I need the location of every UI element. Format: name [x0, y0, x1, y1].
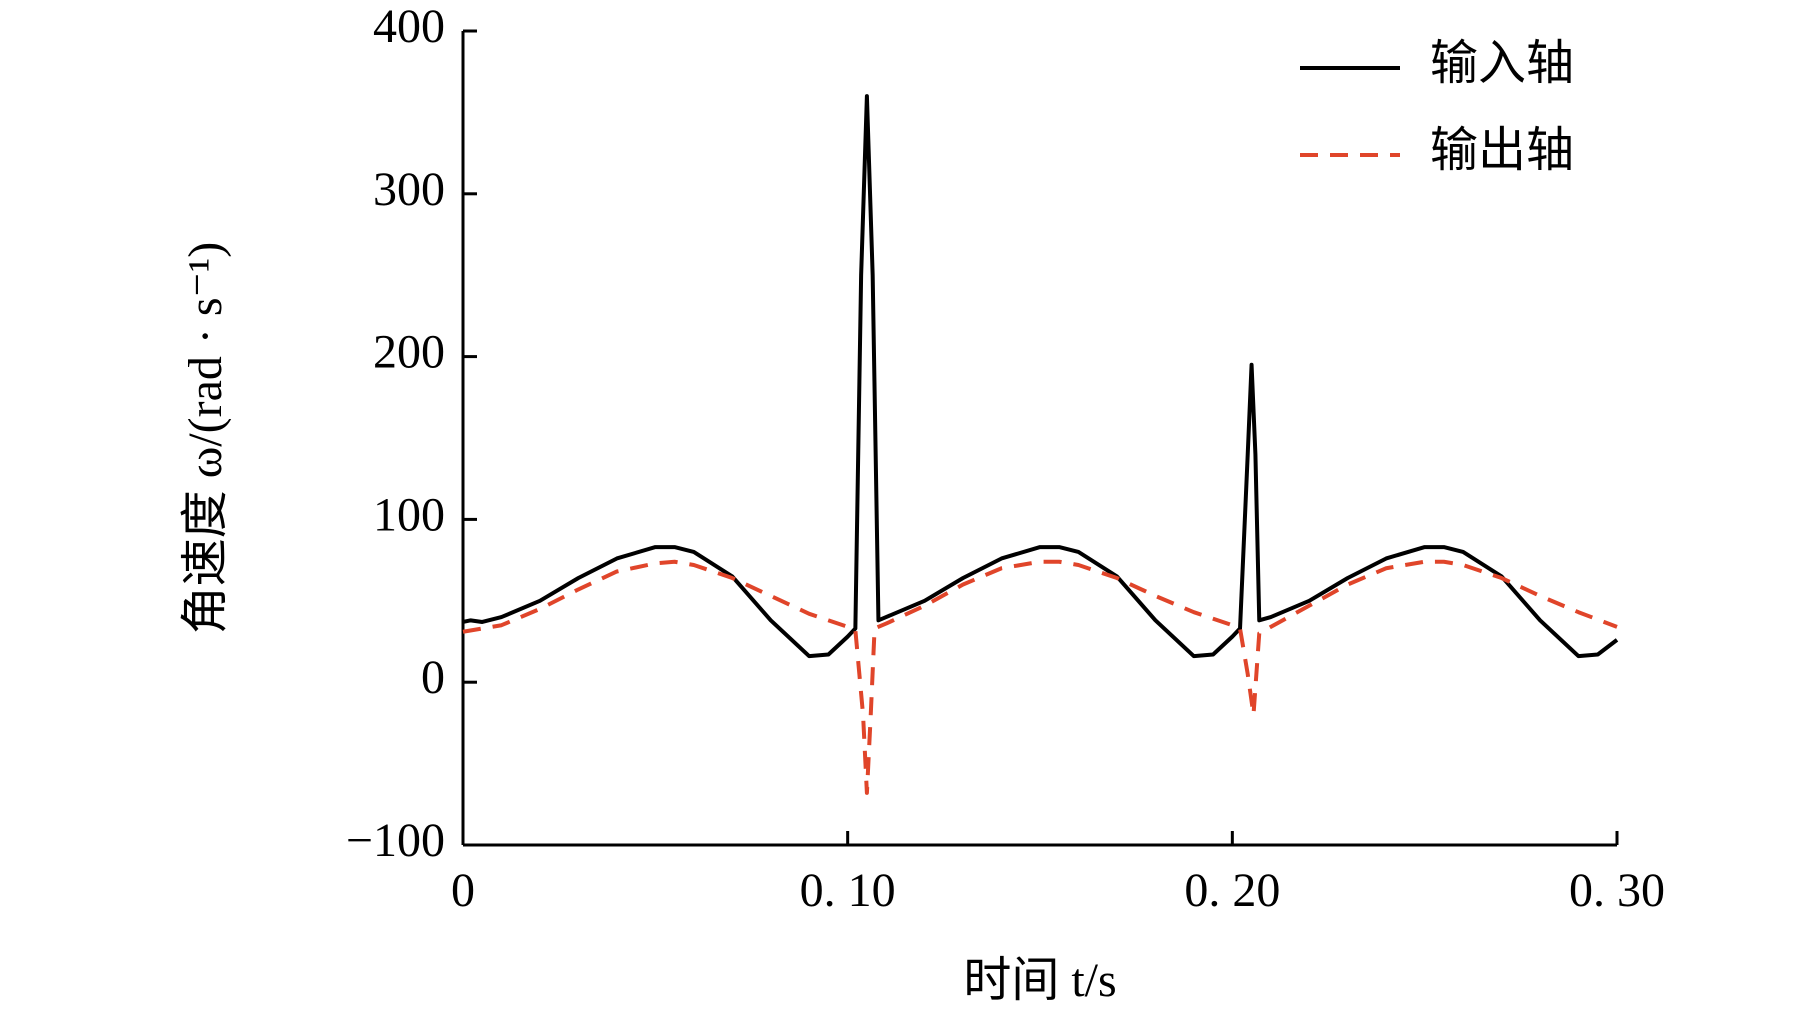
legend-label: 输出轴 — [1430, 124, 1574, 177]
x-axis-label: 时间 t/s — [963, 954, 1116, 1007]
series-line — [462, 559, 1618, 795]
y-tick-label: 400 — [373, 0, 445, 53]
y-tick-label: −100 — [346, 814, 445, 867]
y-tick-label: 300 — [373, 163, 445, 216]
legend-label: 输入轴 — [1430, 37, 1574, 90]
y-axis-label: 角速度 ω/(rad · s⁻¹) — [179, 242, 232, 635]
x-tick-label: 0. 20 — [1184, 864, 1280, 917]
y-tick-label: 100 — [373, 488, 445, 541]
y-tick-label: 200 — [373, 326, 445, 379]
x-tick-label: 0 — [451, 864, 475, 917]
y-tick-label: 0 — [421, 651, 445, 704]
x-tick-label: 0. 30 — [1569, 864, 1665, 917]
series-line — [462, 94, 1619, 659]
x-tick-label: 0. 10 — [800, 864, 896, 917]
